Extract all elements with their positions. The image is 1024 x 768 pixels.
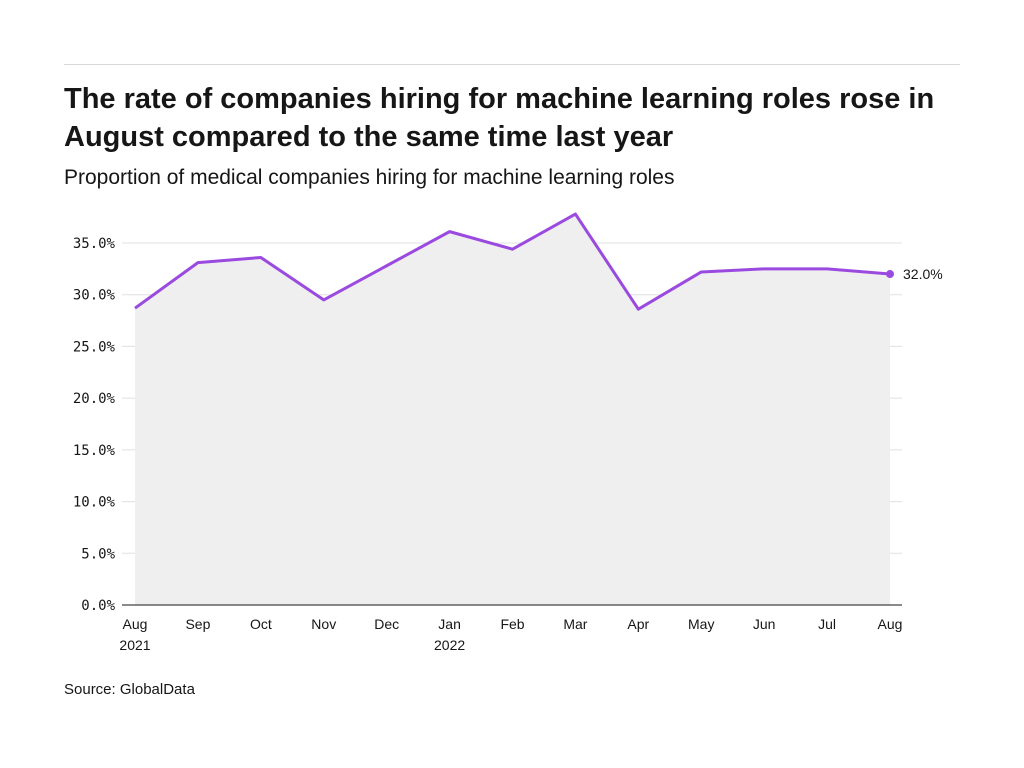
x-tick-label: Jul <box>818 616 836 632</box>
x-tick-label: Jun <box>753 616 776 632</box>
x-tick-label: Jan <box>438 616 461 632</box>
y-tick-label: 10.0% <box>73 495 116 511</box>
area-fill <box>135 214 890 606</box>
x-tick-label: 2022 <box>434 637 465 653</box>
y-tick-label: 0.0% <box>81 598 115 614</box>
x-tick-label: Feb <box>500 616 524 632</box>
x-tick-label: Mar <box>563 616 587 632</box>
x-tick-label: Oct <box>250 616 272 632</box>
source-note: Source: GlobalData <box>64 681 195 698</box>
x-axis-ticks: Aug 2021 Sep Oct Nov Dec Jan 2022 Feb Mar Apr May Ju… <box>119 616 902 653</box>
chart-title: The rate of companies hiring for machine… <box>64 83 935 153</box>
series-line <box>134 212 891 311</box>
x-tick-label: Apr <box>627 616 649 632</box>
x-tick-label: Aug <box>878 616 903 632</box>
y-tick-label: 35.0% <box>73 236 116 252</box>
y-tick-label: 25.0% <box>73 339 116 355</box>
y-tick-label: 15.0% <box>73 443 116 459</box>
x-tick-label: Nov <box>311 616 336 632</box>
y-tick-label: 20.0% <box>73 391 116 407</box>
x-tick-label: Aug <box>123 616 148 632</box>
end-value-label: 32.0% <box>903 266 943 282</box>
chart-subtitle: Proportion of medical companies hiring f… <box>64 166 675 189</box>
end-point-marker <box>886 270 894 279</box>
x-tick-label: May <box>688 616 714 632</box>
x-tick-label: Dec <box>374 616 399 632</box>
x-tick-label: Sep <box>185 616 210 632</box>
top-divider <box>64 64 960 65</box>
x-tick-label: 2021 <box>119 637 150 653</box>
y-tick-label: 30.0% <box>73 288 116 304</box>
y-axis-ticks: 0.0% 5.0% 10.0% 15.0% 20.0% 25.0% 30.0% 35.0% <box>73 236 116 614</box>
y-tick-label: 5.0% <box>81 546 115 562</box>
